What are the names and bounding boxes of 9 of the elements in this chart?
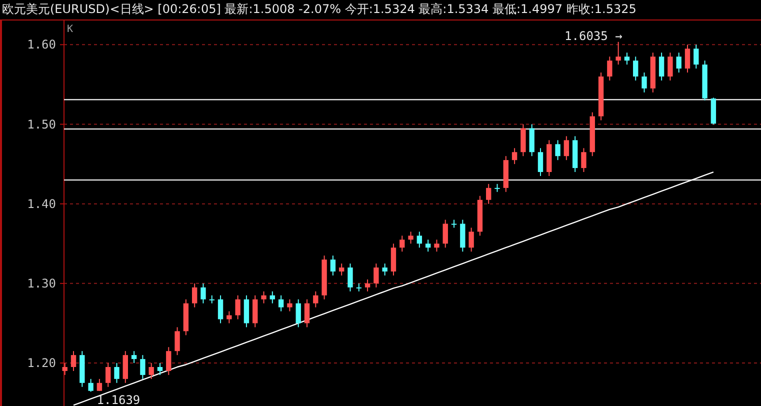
y-tick-label: 1.40 <box>27 196 56 211</box>
annotation: K <box>67 24 74 35</box>
annotation: 1.6035 → <box>564 28 622 43</box>
y-tick-label: 1.20 <box>27 356 56 370</box>
annotation: 1.1639 <box>96 392 140 406</box>
y-tick-label: 1.50 <box>27 117 56 132</box>
chart-title: 欧元美元(EURUSD)<日线> [00:26:05] 最新:1.5008 -2.07% 今开:1.5324 最高:1.5334 最低:1.4997 昨收:1.5325 <box>2 2 636 16</box>
y-tick-label: 1.30 <box>27 276 56 290</box>
y-tick-label: 1.60 <box>27 38 56 52</box>
